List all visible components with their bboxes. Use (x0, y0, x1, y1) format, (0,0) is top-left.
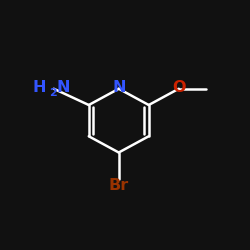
Text: O: O (172, 80, 186, 96)
Text: N: N (57, 80, 70, 96)
Text: H: H (33, 80, 46, 96)
Text: N: N (112, 80, 126, 96)
Text: 2: 2 (49, 88, 56, 98)
Text: Br: Br (108, 178, 129, 193)
